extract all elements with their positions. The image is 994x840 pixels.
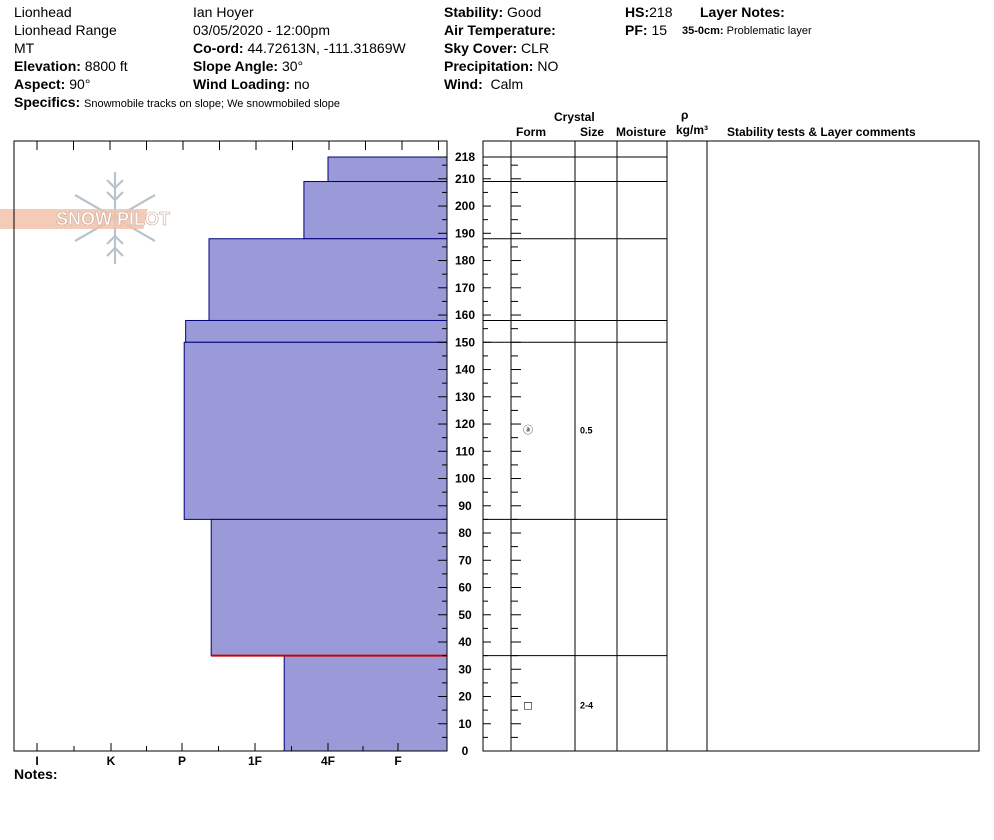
hardness-bar-5: [210, 518, 448, 657]
depth-label: 20: [458, 690, 472, 704]
snowpilot-logo-band: [0, 209, 148, 229]
hardness-bars: [183, 156, 448, 752]
hardness-bar-6: [283, 655, 448, 752]
wind-loading: Wind Loading: no: [193, 76, 310, 92]
depth-label: 40: [458, 635, 472, 649]
depth-label: 190: [455, 226, 475, 240]
elevation: Elevation: 8800 ft: [14, 58, 128, 74]
specifics: Specifics: Snowmobile tracks on slope; W…: [14, 94, 341, 110]
depth-label: 80: [458, 526, 472, 540]
range-name: Lionhead Range: [14, 22, 117, 38]
moisture-header: Moisture: [616, 125, 667, 139]
crystal-entries: ⓐ 0.5 □ 2-4: [523, 424, 593, 711]
wind: Wind: Calm: [444, 76, 524, 92]
depth-label: 90: [458, 499, 472, 513]
depth-axis: 0 10 20 30 40 50 60 70 80 90 100 110 120 130 140 150 160…: [438, 150, 521, 758]
sky-cover: Sky Cover: CLR: [444, 40, 550, 56]
depth-label: 140: [455, 363, 475, 377]
obs-datetime: 03/05/2020 - 12:00pm: [193, 22, 330, 38]
precipitation: Precipitation: NO: [444, 58, 559, 74]
aspect: Aspect: 90°: [14, 76, 91, 92]
hs-value: HS:218: [625, 4, 673, 20]
hardness-label-4F: 4F: [321, 754, 335, 768]
depth-label: 70: [458, 553, 472, 567]
top-ticks: [36, 141, 439, 150]
table-layer-lines: [483, 156, 667, 657]
state-name: MT: [14, 40, 35, 56]
crystal-size-1: 2-4: [580, 701, 593, 711]
depth-label: 150: [455, 335, 475, 349]
hardness-label-1F: 1F: [248, 754, 262, 768]
pf-value: PF: 15: [625, 22, 668, 38]
depth-label: 170: [455, 281, 475, 295]
location-name: Lionhead: [14, 4, 72, 20]
depth-label: 100: [455, 472, 475, 486]
depth-label: 50: [458, 608, 472, 622]
hardness-bar-0: [327, 156, 448, 183]
slope-angle: Slope Angle: 30°: [193, 58, 304, 74]
hardness-label-I: I: [35, 754, 38, 768]
notes-label: Notes:: [14, 766, 58, 782]
observer-name: Ian Hoyer: [193, 4, 254, 20]
crystal-size-0: 0.5: [580, 425, 593, 435]
air-temperature: Air Temperature:: [444, 22, 556, 38]
depth-label: 10: [458, 717, 472, 731]
size-header: Size: [580, 125, 605, 139]
crystal-table-frame: [482, 140, 980, 752]
hardness-bar-1: [303, 181, 448, 240]
hardness-axis-labels: I K P 1F 4F F: [35, 743, 402, 768]
form-header: Form: [516, 125, 546, 139]
snowpilot-logo-text: SNOW PILOT: [56, 209, 170, 229]
hardness-bar-2: [208, 238, 448, 321]
density-header: kg/m³: [676, 123, 709, 137]
hardness-label-P: P: [178, 754, 186, 768]
depth-label: 60: [458, 581, 472, 595]
stability-comments-header: Stability tests & Layer comments: [727, 125, 916, 139]
depth-label: 110: [455, 444, 475, 458]
hardness-label-K: K: [107, 754, 116, 768]
depth-label: 200: [455, 199, 475, 213]
hardness-bar-4: [183, 341, 448, 520]
layer-note: 35-0cm: Problematic layer: [682, 25, 812, 37]
depth-label: 218: [455, 150, 475, 164]
coordinates: Co-ord: 44.72613N, -111.31869W: [193, 40, 406, 56]
hardness-bar-3: [185, 319, 448, 343]
depth-label: 210: [455, 172, 475, 186]
crystal-header: Crystal: [554, 110, 595, 124]
depth-label: 180: [455, 254, 475, 268]
rho-header: ρ: [681, 108, 689, 122]
depth-label: 30: [458, 662, 472, 676]
depth-label: 130: [455, 390, 475, 404]
hardness-plot-frame: [13, 140, 448, 752]
depth-label: 0: [462, 744, 469, 758]
crystal-form-1: □: [523, 701, 532, 712]
depth-label: 160: [455, 308, 475, 322]
depth-label: 120: [455, 417, 475, 431]
crystal-form-0: ⓐ: [523, 424, 533, 436]
layer-notes-label: Layer Notes:: [700, 4, 785, 20]
stability: Stability: Good: [444, 4, 542, 20]
hardness-label-F: F: [394, 754, 401, 768]
